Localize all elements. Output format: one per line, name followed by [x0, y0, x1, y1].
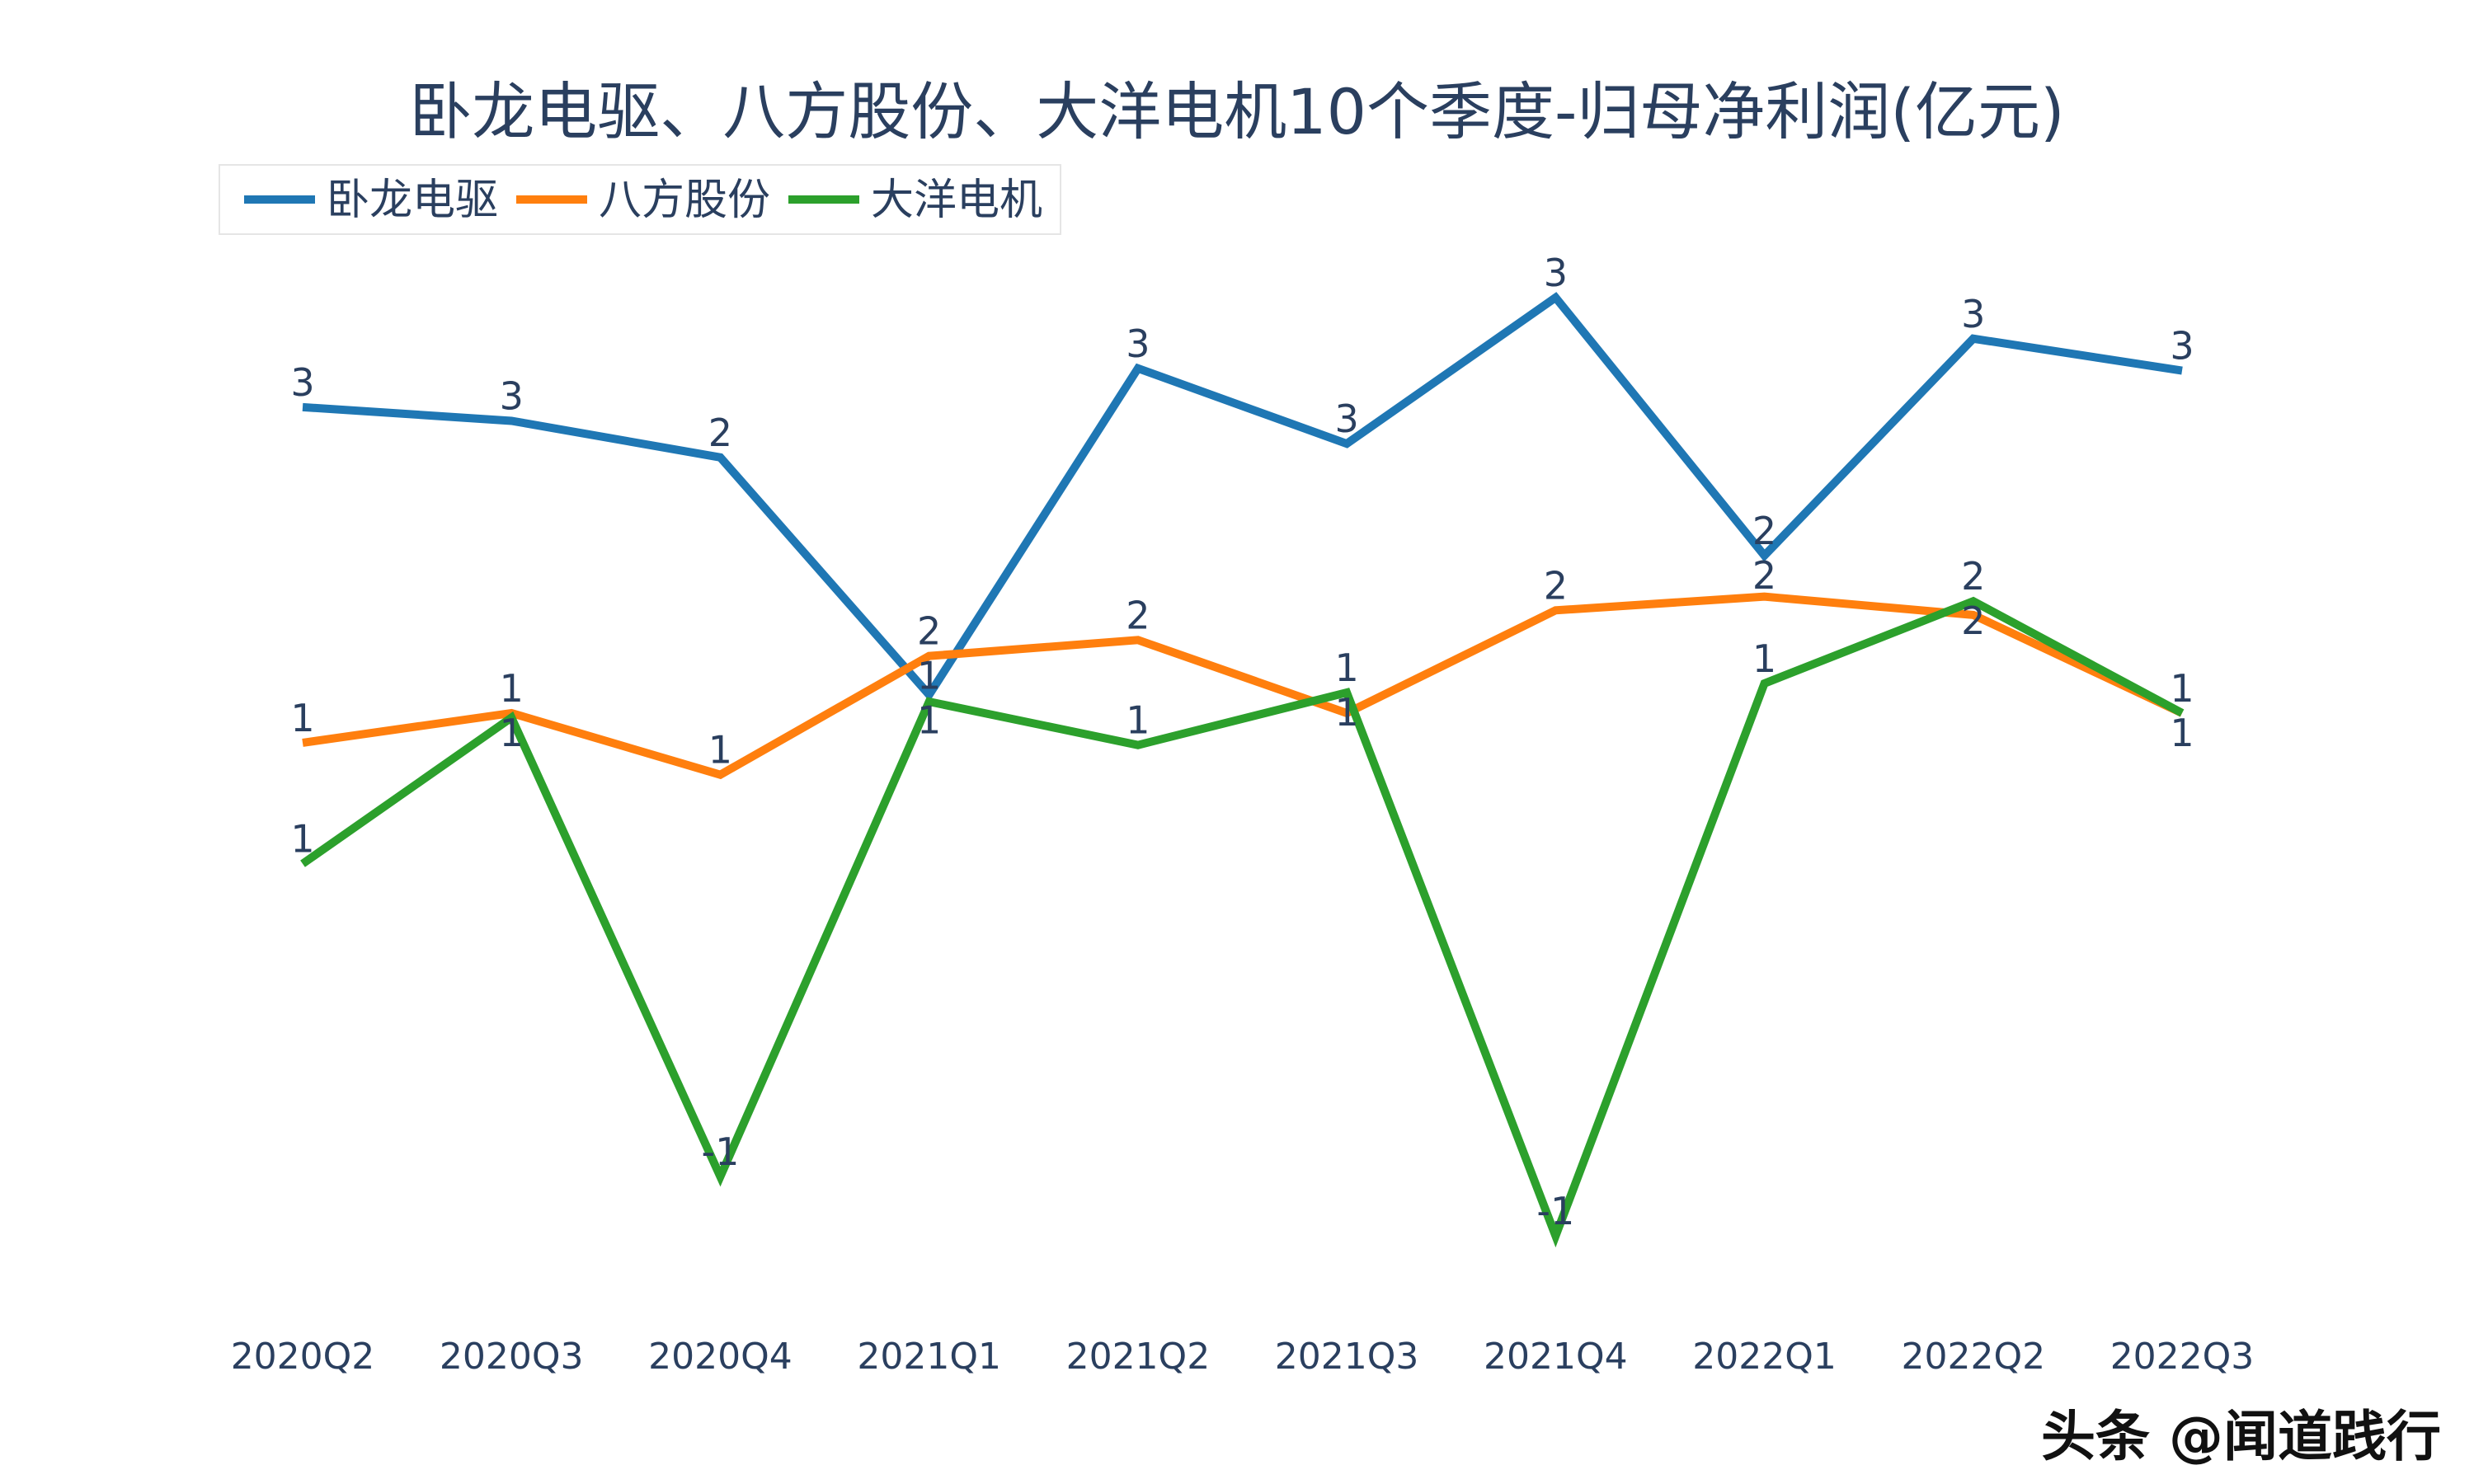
x-tick-label: 2021Q2	[1066, 1336, 1211, 1378]
data-label: 3	[2170, 324, 2194, 369]
legend-item-label[interactable]: 卧龙电驱	[327, 176, 498, 225]
x-tick-label: 2021Q1	[857, 1336, 1001, 1378]
series-line-3	[300, 596, 2185, 1248]
data-label: -1	[1536, 1189, 1574, 1233]
data-label: 2	[1752, 509, 1776, 553]
data-label: 1	[2170, 711, 2194, 755]
data-label: 3	[1126, 322, 1150, 366]
data-label: 2	[917, 609, 941, 654]
data-label: 2	[708, 411, 732, 455]
data-label: 3	[1961, 292, 1985, 336]
data-label: 1	[708, 728, 732, 773]
data-label: 2	[1126, 593, 1150, 637]
data-label: 1	[290, 696, 314, 740]
x-tick-label: 2022Q2	[1901, 1336, 2045, 1378]
watermark: 头条 @闻道践行	[2041, 1405, 2441, 1468]
data-label: -1	[702, 1129, 740, 1174]
data-label: 3	[500, 373, 524, 418]
data-label: 1	[917, 698, 941, 743]
data-label: 1	[2170, 666, 2194, 711]
chart-title: 卧龙电驱、八方股份、大洋电机10个季度-归母净利润(亿元)	[409, 75, 2064, 148]
data-label: 3	[290, 360, 314, 405]
data-label: 1	[290, 817, 314, 862]
x-tick-label: 2020Q3	[440, 1336, 584, 1378]
data-label: 1	[500, 666, 524, 711]
data-label: 1	[500, 711, 524, 755]
legend-item-label[interactable]: 八方股份	[599, 176, 770, 225]
data-label: 2	[1961, 599, 1985, 643]
x-tick-label: 2022Q1	[1692, 1336, 1837, 1378]
x-tick-label: 2020Q2	[231, 1336, 375, 1378]
data-label: 1	[1752, 636, 1776, 681]
series-line-2	[302, 592, 2185, 780]
legend-item-label[interactable]: 大洋电机	[871, 176, 1042, 225]
series-line-1	[302, 292, 2183, 702]
series-lines	[300, 292, 2185, 1248]
x-tick-label: 2021Q3	[1275, 1336, 1419, 1378]
data-label: 3	[1544, 251, 1568, 295]
x-tick-label: 2022Q3	[2110, 1336, 2255, 1378]
x-tick-label: 2020Q4	[648, 1336, 793, 1378]
data-label: 1	[1334, 690, 1358, 735]
data-label: 1	[1334, 646, 1358, 690]
data-label: 1	[1126, 698, 1150, 743]
data-label: 2	[1544, 563, 1568, 608]
legend-box	[219, 164, 1061, 235]
data-label: 1	[917, 654, 941, 698]
x-axis-ticks: 2020Q2 2020Q3 2020Q4 2021Q1 2021Q2 2021Q3 2021…	[231, 1336, 2255, 1378]
data-label: 2	[1961, 554, 1985, 599]
legend[interactable]: 卧龙电驱 八方股份 大洋电机	[219, 164, 1061, 235]
x-tick-label: 2021Q4	[1484, 1336, 1628, 1378]
data-label: 2	[1752, 553, 1776, 598]
data-label: 3	[1334, 397, 1358, 441]
